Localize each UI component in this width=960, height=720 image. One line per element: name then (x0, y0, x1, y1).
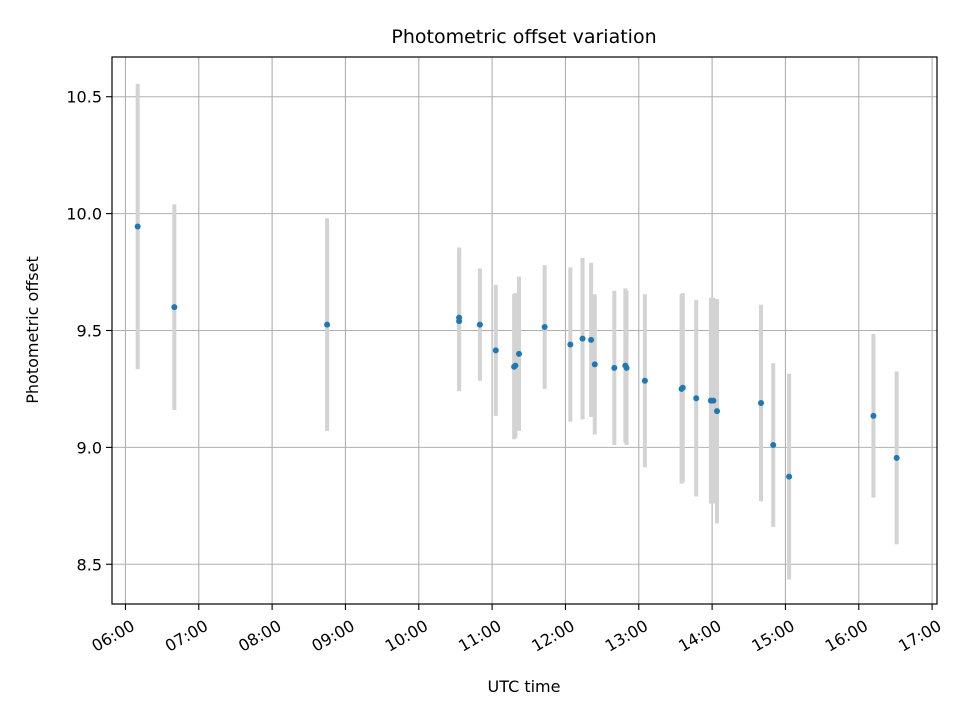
data-point (770, 442, 777, 449)
data-point (710, 397, 717, 404)
data-point (516, 350, 522, 357)
y-tick-label: 10.5 (66, 88, 102, 107)
chart-title: Photometric offset variation (391, 26, 656, 48)
data-point (870, 412, 877, 419)
data-point (567, 341, 574, 348)
data-point (714, 408, 720, 415)
data-point (476, 321, 483, 328)
data-point (324, 321, 331, 328)
data-point (693, 395, 700, 402)
y-axis-ticks: 8.5 9.0 9.5 10.0 10.5 (66, 88, 112, 574)
data-point (512, 362, 519, 369)
x-axis-label: UTC time (488, 677, 561, 696)
data-points (134, 223, 900, 480)
data-point (492, 347, 499, 354)
data-point (623, 364, 630, 371)
data-point (641, 377, 648, 384)
data-point (456, 318, 463, 325)
data-point (134, 223, 141, 230)
data-point (579, 335, 586, 342)
data-point (588, 336, 595, 343)
data-point (171, 304, 178, 311)
data-point (758, 399, 764, 406)
data-point (786, 473, 793, 480)
data-point (893, 454, 900, 461)
y-axis-label: Photometric offset (23, 256, 42, 404)
data-point (611, 364, 618, 371)
data-point (679, 384, 686, 391)
y-tick-label: 9.0 (77, 438, 102, 457)
y-tick-label: 10.0 (66, 205, 102, 224)
y-tick-label: 8.5 (77, 555, 102, 574)
data-point (591, 361, 598, 368)
y-tick-label: 9.5 (77, 322, 102, 341)
data-point (541, 323, 548, 330)
grid (112, 57, 937, 604)
